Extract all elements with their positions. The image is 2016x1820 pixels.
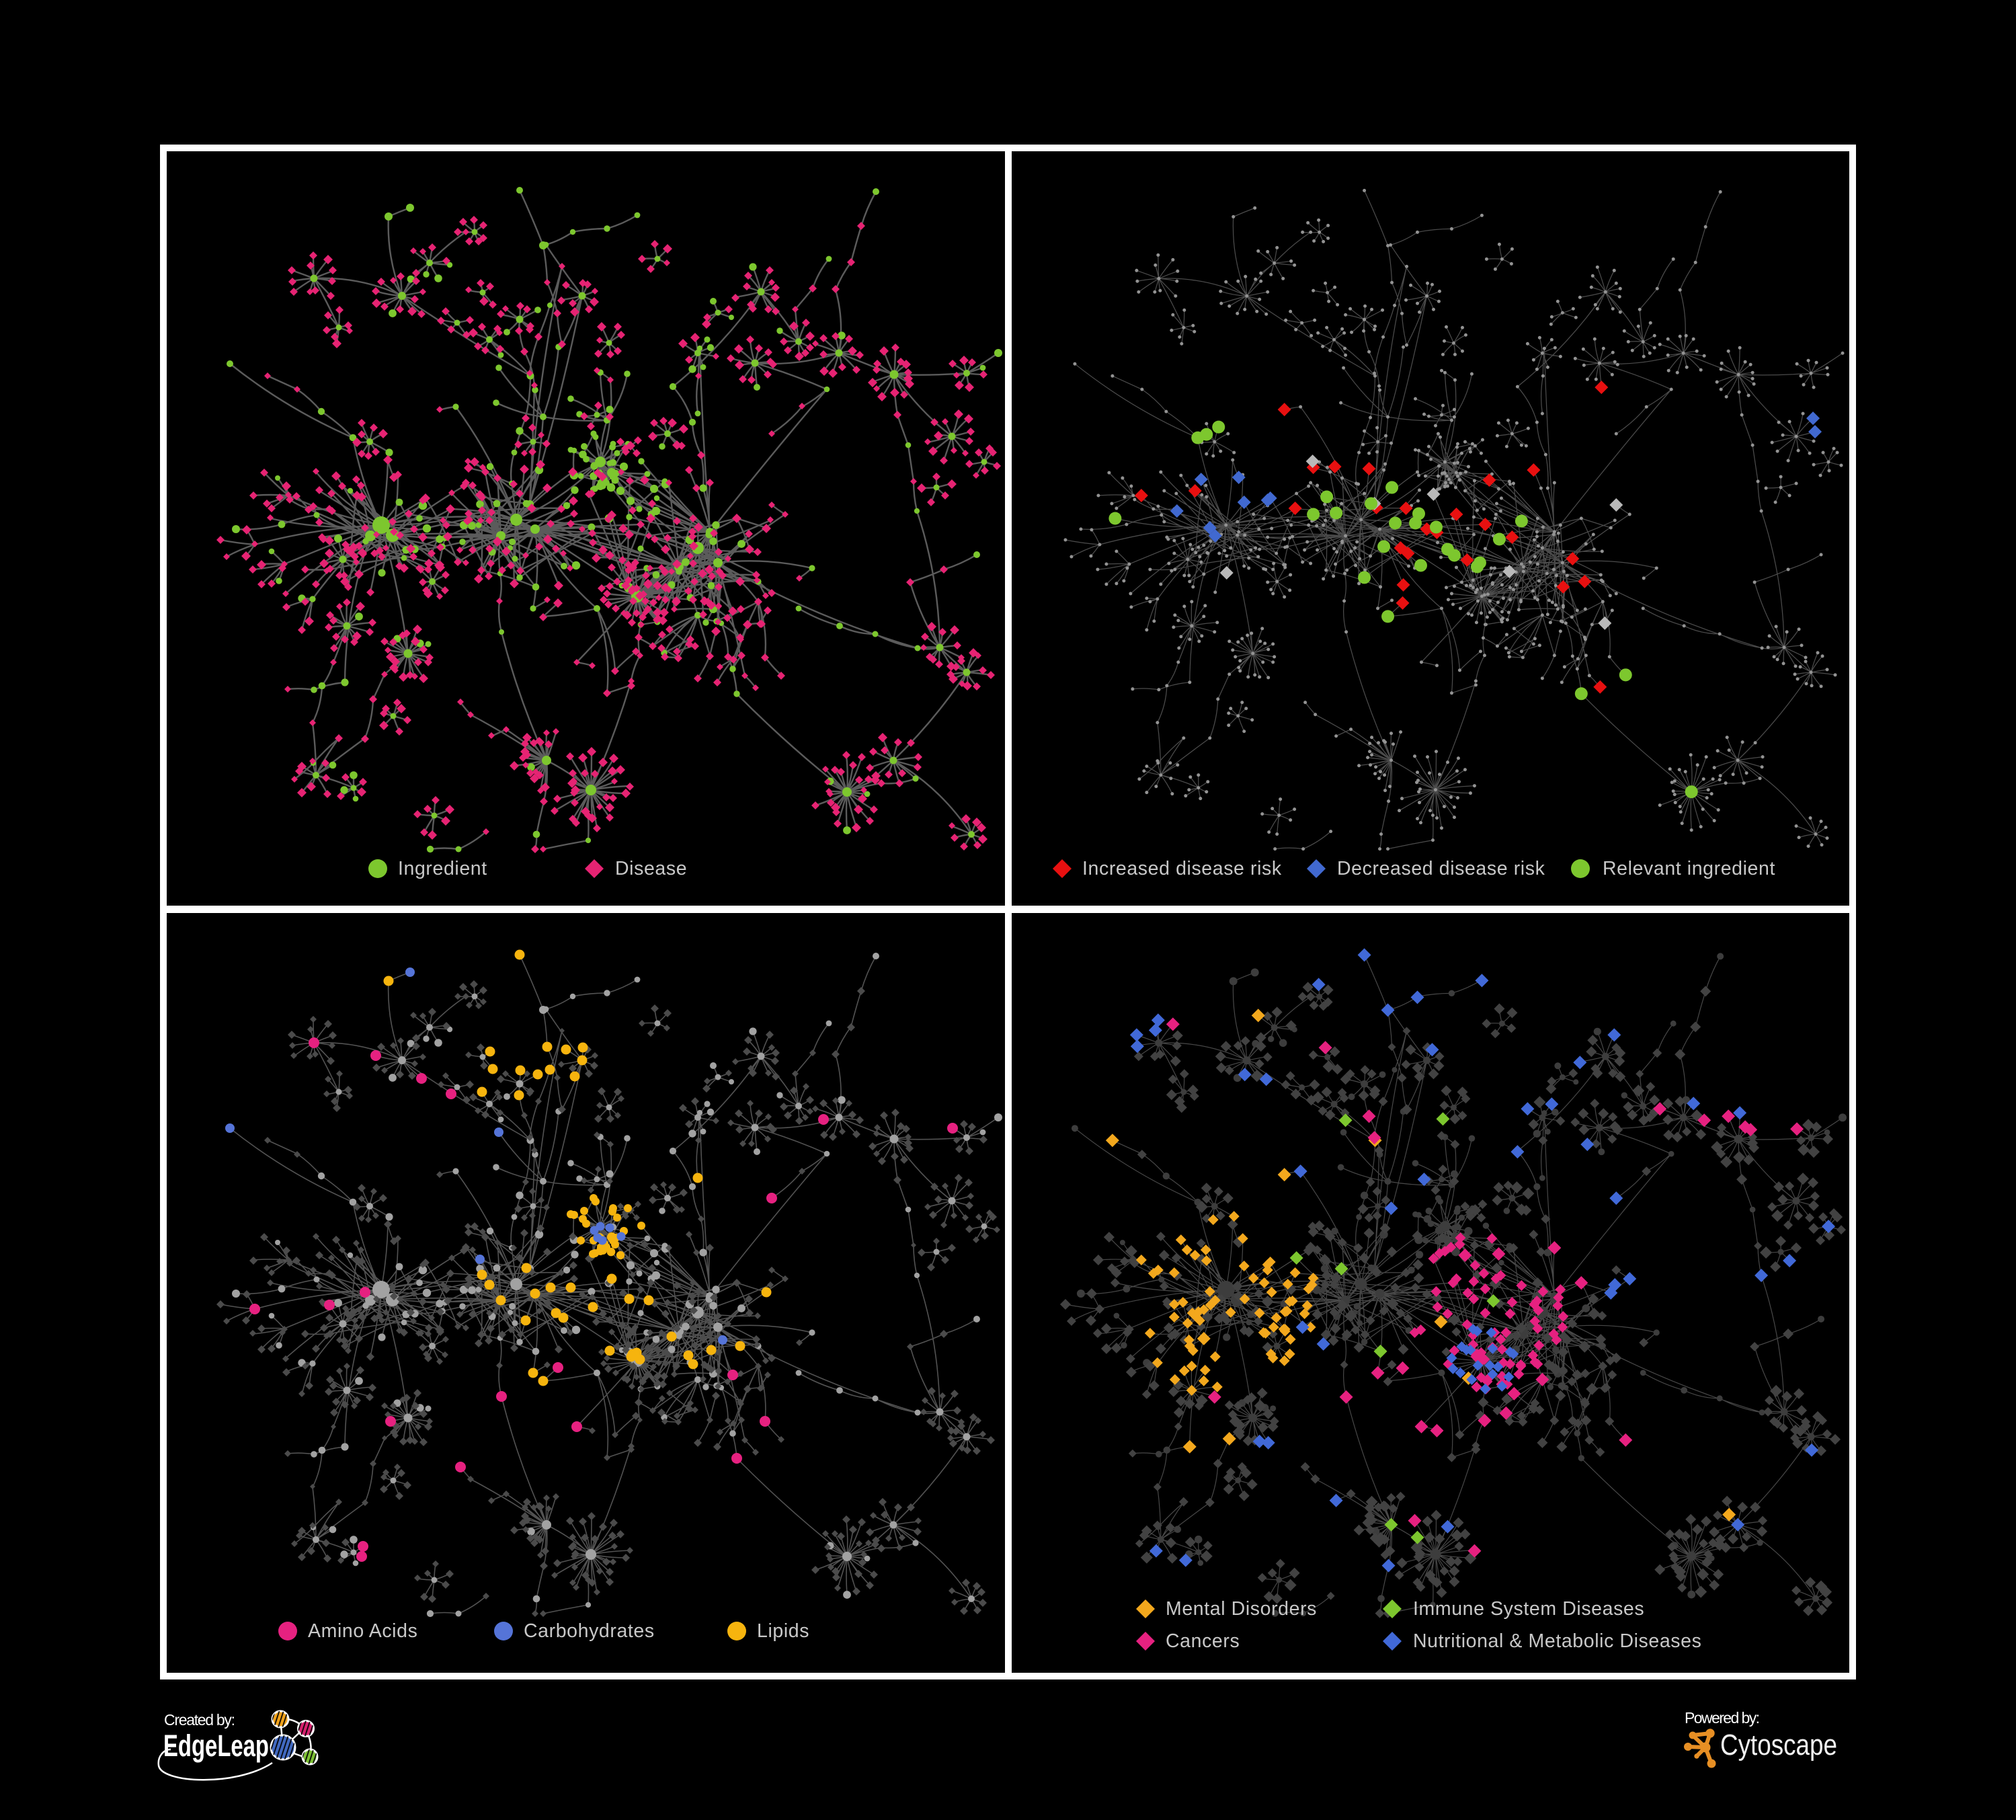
svg-text:Created by:: Created by: — [164, 1711, 235, 1729]
svg-text:EdgeLeap: EdgeLeap — [163, 1729, 269, 1763]
svg-text:Cytoscape: Cytoscape — [1720, 1729, 1837, 1762]
svg-text:Powered by:: Powered by: — [1685, 1709, 1760, 1727]
